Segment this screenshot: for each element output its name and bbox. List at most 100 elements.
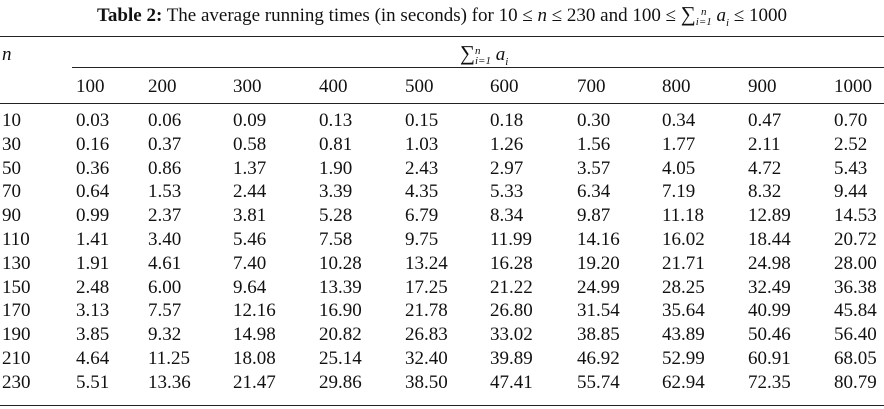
table-cell: 24.98: [748, 252, 791, 274]
table-cell: 25.14: [319, 348, 362, 369]
table-cell: 1.26: [490, 133, 524, 155]
table-cell: 28.00: [834, 252, 877, 274]
table-cell: 52.99: [662, 348, 705, 369]
col-sum-symbol: ∑: [460, 41, 475, 65]
table-cell: 0.81: [319, 133, 353, 155]
table-cell: 32.40: [405, 348, 448, 369]
caption-text-before: The average running times (in seconds) f…: [166, 5, 538, 26]
table-caption: Table 2: The average running times (in s…: [0, 2, 884, 29]
table-cell: 68.05: [834, 348, 877, 369]
table-cell: 1.77: [662, 133, 696, 155]
table-cell: 3.39: [319, 181, 353, 203]
column-group-header: ∑ n i=1 ai: [460, 41, 508, 68]
table-cell: 12.16: [233, 300, 276, 322]
row-n-value: 210: [2, 348, 31, 369]
caption-sum-lower: i=1: [695, 15, 712, 28]
table-cell: 0.70: [834, 110, 868, 131]
table-cell: 21.22: [490, 276, 533, 298]
table-cell: 24.99: [577, 276, 620, 298]
table-cell: 46.92: [577, 348, 620, 369]
table-cell: 1.53: [148, 181, 182, 203]
table-cell: 13.39: [319, 276, 362, 298]
table-cell: 40.99: [748, 300, 791, 322]
row-n-value: 10: [2, 110, 21, 131]
table-cell: 0.34: [662, 110, 696, 131]
table-cell: 5.28: [319, 205, 353, 227]
table-cell: 11.25: [148, 348, 191, 369]
caption-sum-term: a: [716, 5, 727, 26]
table-cell: 55.74: [577, 371, 620, 393]
table-cell: 1.37: [233, 157, 267, 179]
table-cell: 3.85: [76, 324, 110, 346]
row-n-value: 110: [2, 229, 30, 250]
column-header: 600: [490, 76, 519, 97]
table-cell: 39.89: [490, 348, 533, 369]
table-cell: 2.43: [405, 157, 439, 179]
col-sum-lower: i=1: [474, 54, 491, 67]
table-cell: 5.46: [233, 229, 267, 250]
table-cell: 62.94: [662, 371, 705, 393]
table-cell: 47.41: [490, 371, 533, 393]
row-n-value: 190: [2, 324, 31, 346]
table-cell: 0.86: [148, 157, 182, 179]
table-cell: 6.00: [148, 276, 182, 298]
row-n-value: 50: [2, 157, 21, 179]
table-cell: 19.20: [577, 252, 620, 274]
table-cell: 1.90: [319, 157, 353, 179]
table-cell: 0.06: [148, 110, 182, 131]
column-header: 900: [748, 76, 777, 97]
table-cell: 12.89: [748, 205, 791, 227]
table-cell: 0.47: [748, 110, 782, 131]
table-cell: 3.57: [577, 157, 611, 179]
table-cell: 38.50: [405, 371, 448, 393]
table-cell: 50.46: [748, 324, 791, 346]
table-cell: 0.37: [148, 133, 182, 155]
table-cell: 7.57: [148, 300, 182, 322]
caption-sum-term-sub: i: [726, 16, 730, 29]
table-cell: 0.36: [76, 157, 110, 179]
col-sum-term: a: [495, 44, 506, 65]
row-n-value: 90: [2, 205, 21, 227]
table-cell: 20.82: [319, 324, 362, 346]
table-cell: 7.19: [662, 181, 696, 203]
table-cell: 3.40: [148, 229, 182, 250]
table-cell: 0.16: [76, 133, 110, 155]
table-cell: 72.35: [748, 371, 791, 393]
table-cell: 6.34: [577, 181, 611, 203]
table-cell: 14.16: [577, 229, 620, 250]
table-cell: 0.09: [233, 110, 267, 131]
table-cell: 9.44: [834, 181, 868, 203]
table-cell: 26.80: [490, 300, 533, 322]
table-cell: 9.75: [405, 229, 439, 250]
table-cell: 9.64: [233, 276, 267, 298]
column-header: 1000: [834, 76, 872, 97]
group-header-rule: [72, 67, 884, 68]
bottom-rule: [0, 405, 884, 406]
table-cell: 4.35: [405, 181, 439, 203]
column-header: 400: [319, 76, 348, 97]
row-header-label: n: [2, 44, 12, 65]
table-cell: 31.54: [577, 300, 620, 322]
table-cell: 9.87: [577, 205, 611, 227]
table-cell: 1.03: [405, 133, 439, 155]
table-cell: 21.47: [233, 371, 276, 393]
table-cell: 17.25: [405, 276, 448, 298]
table-cell: 2.52: [834, 133, 868, 155]
table-cell: 45.84: [834, 300, 877, 322]
caption-sum-upper: n: [701, 5, 707, 18]
table-cell: 16.90: [319, 300, 362, 322]
row-n-value: 70: [2, 181, 21, 203]
table-cell: 4.61: [148, 252, 182, 274]
column-header: 700: [577, 76, 606, 97]
table-cell: 2.11: [748, 133, 781, 155]
table-cell: 3.13: [76, 300, 110, 322]
table-cell: 36.38: [834, 276, 877, 298]
table-cell: 16.28: [490, 252, 533, 274]
table-cell: 4.64: [76, 348, 110, 369]
table-cell: 2.44: [233, 181, 267, 203]
table-cell: 1.91: [76, 252, 110, 274]
table-cell: 10.28: [319, 252, 362, 274]
table-cell: 4.72: [748, 157, 782, 179]
table-cell: 80.79: [834, 371, 877, 393]
table-cell: 20.72: [834, 229, 877, 250]
